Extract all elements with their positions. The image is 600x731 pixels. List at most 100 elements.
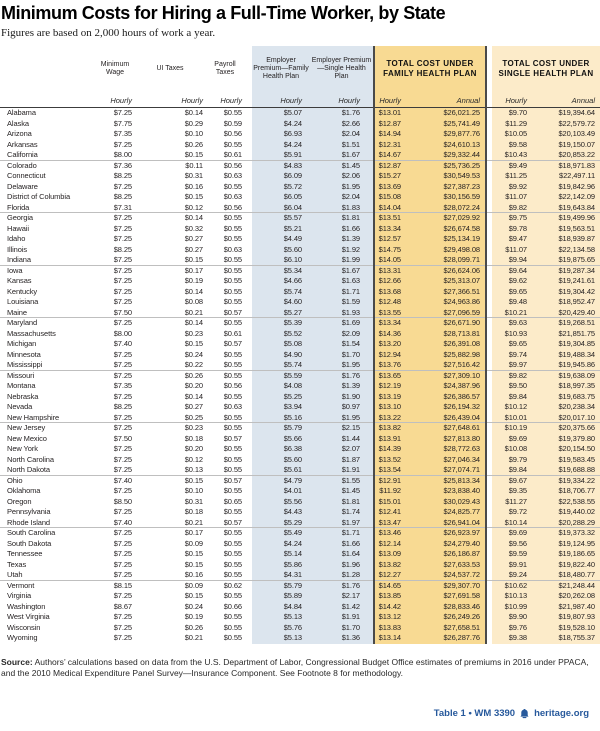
table-row: Alaska $7.75 $0.29 $0.59 $4.24 $2.66 $12.87 $25…	[0, 118, 600, 129]
total-family-annual-value: $27,691.58	[410, 591, 488, 602]
table-row: Kansas $7.25 $0.19 $0.55 $4.66 $1.63 $12.66 $25…	[0, 276, 600, 287]
premium-single-value: $1.59	[310, 297, 373, 308]
total-family-annual-value: $25,741.49	[410, 118, 488, 129]
total-family-annual-value: $27,813.80	[410, 433, 488, 444]
minimum-wage-value: $7.25	[113, 559, 132, 569]
minimum-wage-value: $7.25	[113, 454, 132, 464]
total-family-hourly-value: $13.47	[373, 517, 410, 528]
spacer	[244, 623, 252, 634]
ui-taxes-value: $0.16	[134, 570, 206, 581]
premium-family-value: $5.27	[252, 307, 310, 318]
table-row: Louisiana $7.25 $0.08 $0.55 $4.60 $1.59 $12.48…	[0, 297, 600, 308]
minimum-wage-value: $8.67	[113, 601, 132, 611]
premium-family-value: $6.05	[252, 192, 310, 203]
minimum-wage-value: $7.25	[113, 391, 132, 401]
premium-single-value: $1.95	[310, 412, 373, 423]
premium-family-value: $5.86	[252, 559, 310, 570]
premium-single-value: $1.76	[310, 108, 373, 119]
minimum-wage-value: $7.25	[113, 528, 132, 537]
total-single-annual-value: $19,583.45	[530, 454, 600, 465]
spacer	[244, 360, 252, 371]
state-name: Maryland	[7, 318, 38, 327]
minimum-wage-value: $7.25	[113, 370, 132, 380]
premium-single-value: $1.67	[310, 150, 373, 161]
premium-single-value: $1.51	[310, 139, 373, 150]
spacer	[244, 297, 252, 308]
total-single-annual-value: $18,939.87	[530, 234, 600, 245]
state-name: Oklahoma	[7, 486, 41, 495]
payroll-taxes-value: $0.55	[223, 423, 242, 432]
total-single-annual-value: $19,638.09	[530, 370, 600, 381]
unit-hourly-minimum-wage: Hourly	[96, 92, 134, 108]
footer-site-link[interactable]: heritage.org	[534, 708, 589, 719]
table-row: Wisconsin $7.25 $0.26 $0.55 $5.76 $1.70 $13.83…	[0, 622, 600, 634]
payroll-taxes-value: $0.63	[223, 402, 242, 411]
minimum-wage-value: $8.25	[113, 402, 132, 411]
spacer	[244, 171, 252, 182]
premium-family-value: $5.25	[252, 391, 310, 402]
ui-taxes-value: $0.18	[184, 507, 203, 516]
total-family-annual-value: $27,387.23	[410, 181, 488, 192]
payroll-taxes-value: $0.56	[223, 381, 242, 390]
state-name: Minnesota	[7, 349, 41, 359]
minimum-wage-value: $7.25	[113, 286, 132, 296]
payroll-taxes-value: $0.55	[223, 108, 242, 117]
premium-single-value: $1.39	[310, 381, 373, 392]
minimum-wage-value: $8.25	[113, 192, 132, 201]
ui-taxes-value: $0.15	[134, 150, 206, 161]
state-name: Washington	[7, 601, 46, 611]
spacer	[244, 150, 252, 161]
premium-single-value: $1.96	[310, 559, 373, 570]
state-name: New Mexico	[7, 433, 47, 443]
table-row: Wyoming $7.25 $0.21 $0.55 $5.13 $1.36 $13.14 $2…	[0, 633, 600, 644]
total-single-hourly-value: $9.94	[492, 255, 531, 266]
table-row: West Virginia $7.25 $0.19 $0.55 $5.13 $1.91 $1…	[0, 612, 600, 623]
minimum-wage-value: $7.25	[113, 507, 132, 516]
total-single-annual-value: $20,262.08	[530, 591, 600, 602]
table-row: Florida $7.31 $0.12 $0.56 $6.04 $1.83 $14.04 $2…	[0, 202, 600, 214]
payroll-taxes-value: $0.55	[223, 559, 242, 569]
ui-taxes-value: $0.14	[184, 318, 203, 327]
minimum-wage-value: $7.35	[113, 381, 132, 390]
total-single-hourly-value: $9.91	[492, 559, 531, 570]
state-name: Nevada	[7, 402, 33, 411]
ui-taxes-value: $0.22	[134, 360, 206, 371]
total-family-annual-value: $26,194.32	[410, 402, 488, 413]
table-row: California $8.00 $0.15 $0.61 $5.91 $1.67 $14.6…	[0, 150, 600, 161]
spacer	[244, 287, 252, 298]
total-single-hourly-value: $11.27	[492, 496, 531, 507]
payroll-taxes-value: $0.55	[223, 213, 242, 222]
total-family-hourly-value: $12.19	[373, 381, 410, 392]
total-single-annual-value: $19,688.88	[530, 465, 600, 476]
total-family-annual-value: $30,549.53	[410, 171, 488, 182]
payroll-taxes-value: $0.55	[206, 465, 244, 476]
footer-table-ref: Table 1 • WM 3390	[433, 708, 516, 719]
total-single-hourly-value: $9.47	[492, 234, 531, 245]
total-family-annual-value: $25,882.98	[410, 349, 488, 360]
minimum-wage-value: $7.25	[113, 538, 132, 548]
ui-taxes-value: $0.12	[134, 203, 206, 214]
ui-taxes-value: $0.14	[184, 108, 203, 117]
cost-table: Minimum Wage UI Taxes Payroll Taxes Empl…	[0, 46, 600, 644]
total-single-annual-value: $20,853.22	[530, 150, 600, 161]
total-family-hourly-value: $12.41	[373, 507, 410, 518]
state-name: Nebraska	[7, 391, 39, 401]
premium-family-value: $6.04	[252, 202, 310, 213]
total-family-annual-value: $24,963.86	[410, 297, 488, 308]
total-single-annual-value: $19,373.32	[530, 528, 600, 539]
minimum-wage-value: $7.31	[96, 203, 134, 214]
total-family-annual-value: $30,156.59	[410, 192, 488, 203]
total-family-annual-value: $25,134.19	[410, 234, 488, 245]
ui-taxes-value: $0.20	[184, 444, 203, 453]
minimum-wage-value: $7.25	[113, 622, 132, 632]
total-single-annual-value: $19,150.07	[530, 139, 600, 150]
premium-family-value: $4.24	[252, 139, 310, 150]
premium-family-value: $5.74	[252, 360, 310, 371]
ui-taxes-value: $0.24	[184, 349, 203, 359]
premium-family-value: $5.79	[252, 580, 310, 591]
premium-family-value: $6.93	[252, 129, 310, 140]
payroll-taxes-value: $0.63	[223, 171, 242, 180]
source-text: Authors’ calculations based on data from…	[1, 656, 589, 678]
payroll-taxes-value: $0.63	[223, 192, 242, 201]
total-single-annual-value: $19,186.65	[530, 549, 600, 560]
